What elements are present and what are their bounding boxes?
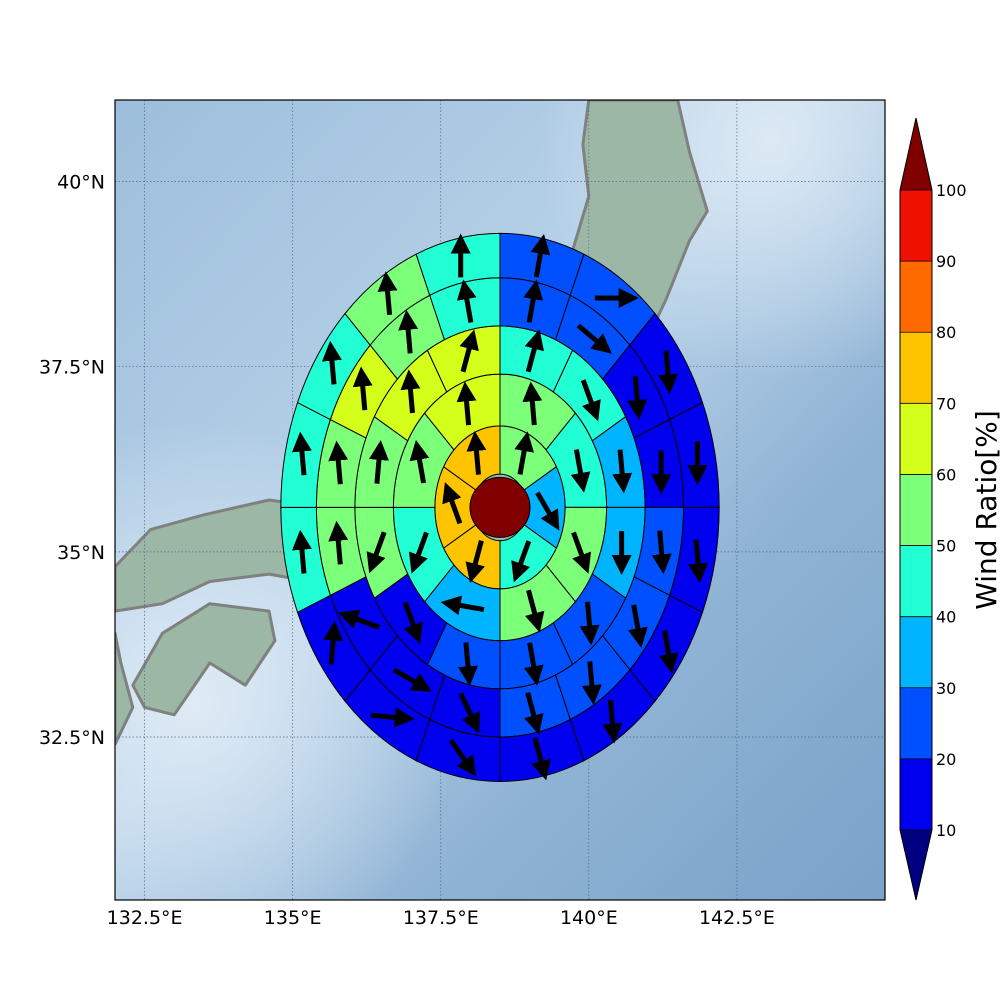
lat-tick-label: 37.5°N	[39, 357, 105, 379]
wind-arrow-r3-s8	[402, 601, 423, 644]
wind-arrow-r5-s11	[323, 620, 344, 665]
land-kyushu	[115, 631, 135, 746]
wind-arrow-r2-s8	[456, 381, 477, 426]
colorbar-tick-label: 70	[936, 394, 956, 413]
wind-arrow-r5-s1	[530, 233, 551, 278]
wind-arrow-r5-s5	[688, 539, 709, 584]
wind-arrow-r5-s7	[602, 699, 623, 744]
wind-arrow-r2-s1	[522, 381, 543, 426]
wind-arrow-r4-s15	[398, 309, 419, 354]
colorbar-tick-label: 80	[936, 323, 956, 342]
colorbar-under-triangle	[900, 830, 932, 900]
colorbar-segment	[900, 332, 932, 404]
colorbar-over-triangle	[900, 118, 932, 190]
colorbar-segment	[900, 474, 932, 546]
lat-tick-label: 40°N	[57, 171, 105, 193]
wind-arrow-r2-s3	[571, 531, 592, 574]
wind-arrow-r4-s6	[628, 604, 648, 649]
wind-arrow-r5-s10	[370, 707, 415, 728]
wind-arrow-r2-s6	[408, 531, 429, 574]
wind-arrow-r5-s13	[291, 431, 312, 476]
wind-arrow-r4-s11	[338, 609, 381, 630]
colorbar-segment	[900, 403, 932, 475]
colorbar-label: Wind Ratio[%]	[970, 410, 1000, 610]
lon-tick-label: 142.5°E	[699, 907, 775, 929]
colorbar-tick-label: 10	[936, 821, 956, 840]
wind-arrow-r3-s9	[366, 531, 387, 574]
wind-arrow-r4-s2	[576, 323, 612, 354]
wind-arrow-r2-s7	[409, 439, 430, 484]
colorbar-tick-label: 50	[936, 537, 956, 556]
wind-arrow-r1-s3	[511, 540, 532, 583]
wind-arrow-r3-s12	[459, 329, 479, 373]
colorbar-segment	[900, 261, 932, 333]
wind-arrow-r1-s1	[514, 431, 535, 475]
longitude-tick-labels: 132.5°E 135°E 137.5°E 140°E 142.5°E	[107, 907, 775, 929]
map-area	[115, 100, 885, 900]
colorbar-tick-label: 20	[936, 750, 956, 769]
wind-arrow-r4-s3	[627, 376, 648, 420]
colorbar-segment	[900, 616, 932, 688]
lat-tick-label: 35°N	[57, 542, 105, 564]
wind-arrow-r3-s10	[369, 439, 389, 484]
wind-arrow-r5-s6	[658, 630, 679, 674]
wind-arrow-r5-s3	[658, 350, 679, 395]
lon-tick-label: 140°E	[560, 907, 618, 929]
wind-arrow-r4-s8	[524, 691, 544, 735]
colorbar-segment	[900, 758, 932, 830]
colorbar: 10 20 30 40 50 60 70 80 90 100	[899, 117, 967, 901]
lon-tick-label: 132.5°E	[107, 907, 183, 929]
wind-arrow-r5-s12	[291, 529, 312, 574]
lat-tick-label: 32.5°N	[39, 727, 105, 749]
wind-arrow-r4-s14	[352, 366, 373, 411]
wind-arrow-r3-s11	[400, 369, 421, 414]
colorbar-segment	[900, 545, 932, 617]
wind-arrow-r4-s1	[523, 279, 544, 323]
land-shikoku	[131, 602, 277, 717]
wind-arrow-r5-s15	[377, 271, 398, 316]
wind-arrow-r4-s16	[456, 279, 477, 323]
wind-arrow-r2-s2	[570, 449, 591, 493]
colorbar-tick-label: 100	[936, 181, 967, 200]
wind-arrow-r1-s2	[535, 491, 560, 531]
wind-arrow-r3-s2	[580, 379, 601, 422]
wind-arrow-r3-s3	[612, 449, 633, 494]
wind-arrow-r5-s8	[531, 737, 551, 781]
colorbar-segment	[900, 687, 932, 759]
lon-tick-label: 137.5°E	[403, 907, 479, 929]
wind-arrow-r1-s4	[465, 540, 485, 584]
wind-arrow-r2-s5	[440, 595, 485, 616]
wind-arrow-r1-s6	[466, 430, 487, 475]
lon-tick-label: 135°E	[264, 907, 322, 929]
colorbar-tick-label: 90	[936, 252, 956, 271]
sector-r5-s16	[415, 232, 501, 296]
wind-arrow-r4-s9	[458, 692, 480, 734]
wind-arrow-r3-s5	[579, 601, 600, 646]
colorbar-tick-label: 30	[936, 679, 956, 698]
wind-arrow-r4-s10	[392, 667, 432, 692]
wind-arrow-r3-s1	[524, 329, 545, 373]
wind-arrow-r4-s5	[651, 530, 672, 575]
colorbar-tick-label: 40	[936, 608, 956, 627]
wind-arrow-r5-s9	[448, 739, 477, 777]
center-disk	[469, 476, 531, 538]
wind-arrow-r1-s5	[442, 482, 463, 525]
wind-arrow-r4-s13	[328, 440, 349, 485]
wind-arrow-r5-s14	[321, 340, 342, 385]
wind-arrow-r3-s7	[458, 642, 478, 687]
wind-arrow-r3-s6	[523, 642, 544, 686]
colorbar-tick-label: 60	[936, 465, 956, 484]
wind-arrow-r2-s4	[524, 589, 545, 633]
map-frame	[114, 99, 886, 901]
wind-arrow-r4-s12	[328, 520, 349, 565]
latitude-tick-labels: 32.5°N 35°N 37.5°N 40°N	[39, 171, 105, 749]
wind-arrows	[291, 233, 709, 781]
colorbar-segment	[900, 190, 932, 262]
wind-arrow-r4-s7	[581, 661, 602, 706]
